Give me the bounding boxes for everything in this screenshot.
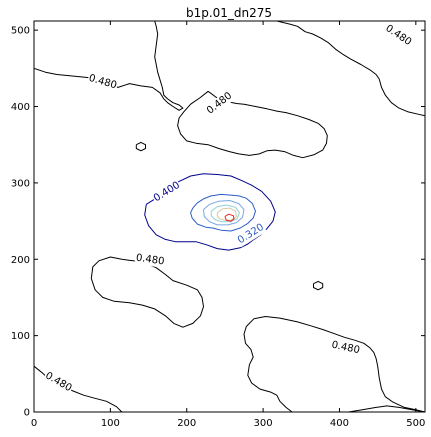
x-tick-label: 100 xyxy=(101,418,120,429)
y-tick-label: 300 xyxy=(11,178,30,189)
x-tick-label: 400 xyxy=(330,418,349,429)
chart-title: b1p.01_dn275 xyxy=(186,6,272,20)
y-tick-label: 200 xyxy=(11,255,30,266)
contour-label-background xyxy=(234,221,267,248)
contour-label-background xyxy=(86,72,119,93)
contour-label: 0.480 xyxy=(135,253,165,268)
contour-line-level-0_24-0 xyxy=(210,204,240,223)
contour-line-level-0_16-0 xyxy=(224,213,235,222)
x-tick-label: 500 xyxy=(406,418,425,429)
contour-line-level-0_48-6 xyxy=(243,316,425,412)
contour-lines xyxy=(34,21,425,412)
contour-line-level-0_28-0 xyxy=(203,200,245,226)
axis-ticks: 0 100 200 300 400 500 0 100 200 300 400 500 xyxy=(11,21,425,429)
contour-label-background xyxy=(134,251,166,269)
x-tick-label: 0 xyxy=(31,418,37,429)
y-tick-label: 400 xyxy=(11,102,30,113)
y-tick-label: 100 xyxy=(11,331,30,342)
contour-line-level-0_32-0 xyxy=(190,193,256,232)
contour-line-level-0_48-1 xyxy=(276,21,425,117)
contour-label-background xyxy=(329,338,362,357)
contour-line-level-0_48-8 xyxy=(313,280,324,291)
x-tick-label: 300 xyxy=(254,418,273,429)
contour-line-level-0_48-7 xyxy=(135,141,146,152)
y-tick-label: 0 xyxy=(24,408,30,419)
contour-line-level-0_48-5 xyxy=(348,405,425,412)
y-tick-label: 500 xyxy=(11,26,30,37)
contour-label-background xyxy=(42,369,75,395)
contour-label-background xyxy=(204,89,236,118)
x-tick-label: 200 xyxy=(177,418,196,429)
contour-line-level-0_48-3 xyxy=(90,256,204,328)
contour-label-background xyxy=(150,179,183,206)
contour-line-level-0_48-2 xyxy=(177,90,328,159)
plot-frame xyxy=(33,20,426,413)
contour-label-background xyxy=(382,22,415,49)
